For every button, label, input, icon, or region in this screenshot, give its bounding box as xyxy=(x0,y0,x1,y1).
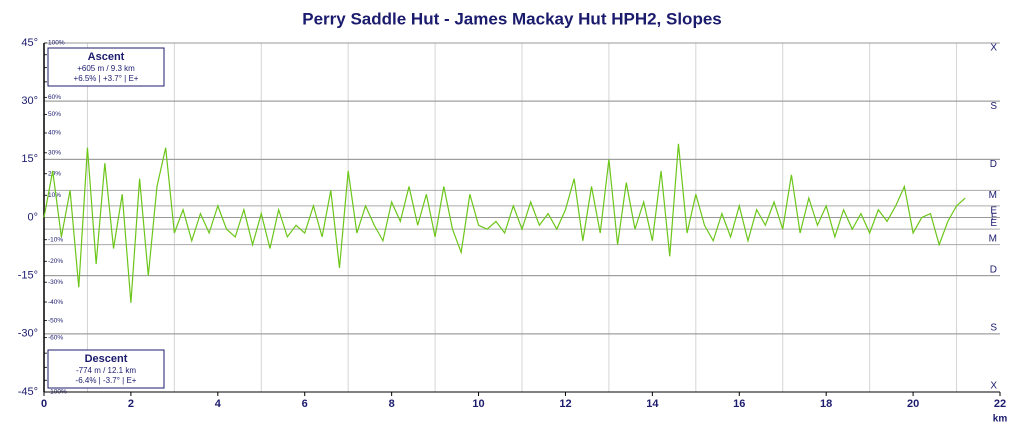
band-label: S xyxy=(990,101,997,112)
slope-line xyxy=(43,143,966,303)
band-label: S xyxy=(990,322,997,333)
y-tick-label: 30° xyxy=(21,95,38,107)
summary-box xyxy=(47,349,165,389)
pct-tick-label: 100% xyxy=(48,40,65,47)
summary-box xyxy=(47,47,165,87)
x-tick-label: 4 xyxy=(215,398,222,410)
band-label: E xyxy=(990,218,997,229)
pct-tick-label: -20% xyxy=(48,258,63,265)
y-tick-label: -15° xyxy=(18,270,38,282)
pct-tick-label: 10% xyxy=(48,192,61,199)
band-label: X xyxy=(990,43,997,54)
y-tick-label: -30° xyxy=(18,328,38,340)
x-tick-label: 16 xyxy=(733,398,745,410)
chart-title: Perry Saddle Hut - James Mackay Hut HPH2… xyxy=(302,9,722,28)
pct-tick-label: 40% xyxy=(48,130,61,137)
x-tick-label: 12 xyxy=(559,398,571,410)
y-tick-label: 0° xyxy=(27,211,38,223)
pct-tick-label: -50% xyxy=(48,317,63,324)
pct-tick-label: 20% xyxy=(48,170,61,177)
pct-tick-label: -40% xyxy=(48,299,63,306)
band-label: M xyxy=(989,233,997,244)
x-tick-label: 10 xyxy=(472,398,484,410)
pct-tick-label: -60% xyxy=(48,334,63,341)
summary-title: Descent xyxy=(85,353,128,365)
x-tick-label: 6 xyxy=(302,398,308,410)
x-tick-label: 2 xyxy=(128,398,134,410)
band-label: M xyxy=(989,190,997,201)
x-tick-label: 8 xyxy=(389,398,395,410)
summary-line: +6.5% | +3.7° | E+ xyxy=(74,74,139,83)
y-tick-label: 15° xyxy=(21,153,38,165)
band-label: D xyxy=(990,264,997,275)
x-tick-label: 18 xyxy=(820,398,832,410)
pct-tick-label: 30% xyxy=(48,149,61,156)
summary-line: +605 m / 9.3 km xyxy=(77,64,135,73)
summary-line: -774 m / 12.1 km xyxy=(76,366,136,375)
x-tick-label: 14 xyxy=(646,398,659,410)
band-label: X xyxy=(990,381,997,392)
summary-line: -6.4% | -3.7° | E+ xyxy=(76,376,137,385)
band-label: E xyxy=(990,206,997,217)
pct-tick-label: 60% xyxy=(48,94,61,101)
y-tick-label: 45° xyxy=(21,37,38,49)
y-tick-label: -45° xyxy=(18,386,38,398)
x-tick-label: 22 xyxy=(994,398,1006,410)
pct-tick-label: 50% xyxy=(48,111,61,118)
pct-tick-label: -30% xyxy=(48,279,63,286)
band-label: D xyxy=(990,159,997,170)
x-tick-label: 0 xyxy=(41,398,47,410)
x-axis-label: km xyxy=(993,414,1008,425)
pct-tick-label: -10% xyxy=(48,236,63,243)
x-tick-label: 20 xyxy=(907,398,919,410)
summary-title: Ascent xyxy=(88,51,125,63)
